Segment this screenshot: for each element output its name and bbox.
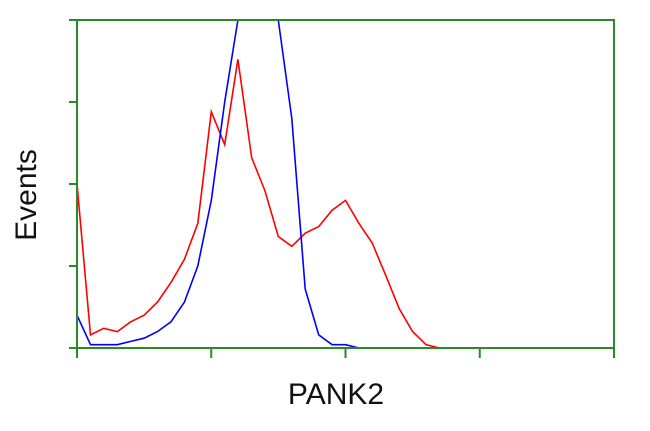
y-axis-label: Events <box>10 149 43 241</box>
plot-frame <box>76 19 615 349</box>
histogram-line <box>76 19 614 349</box>
x-axis-label: PANK2 <box>288 378 384 411</box>
histogram-line <box>76 59 614 349</box>
